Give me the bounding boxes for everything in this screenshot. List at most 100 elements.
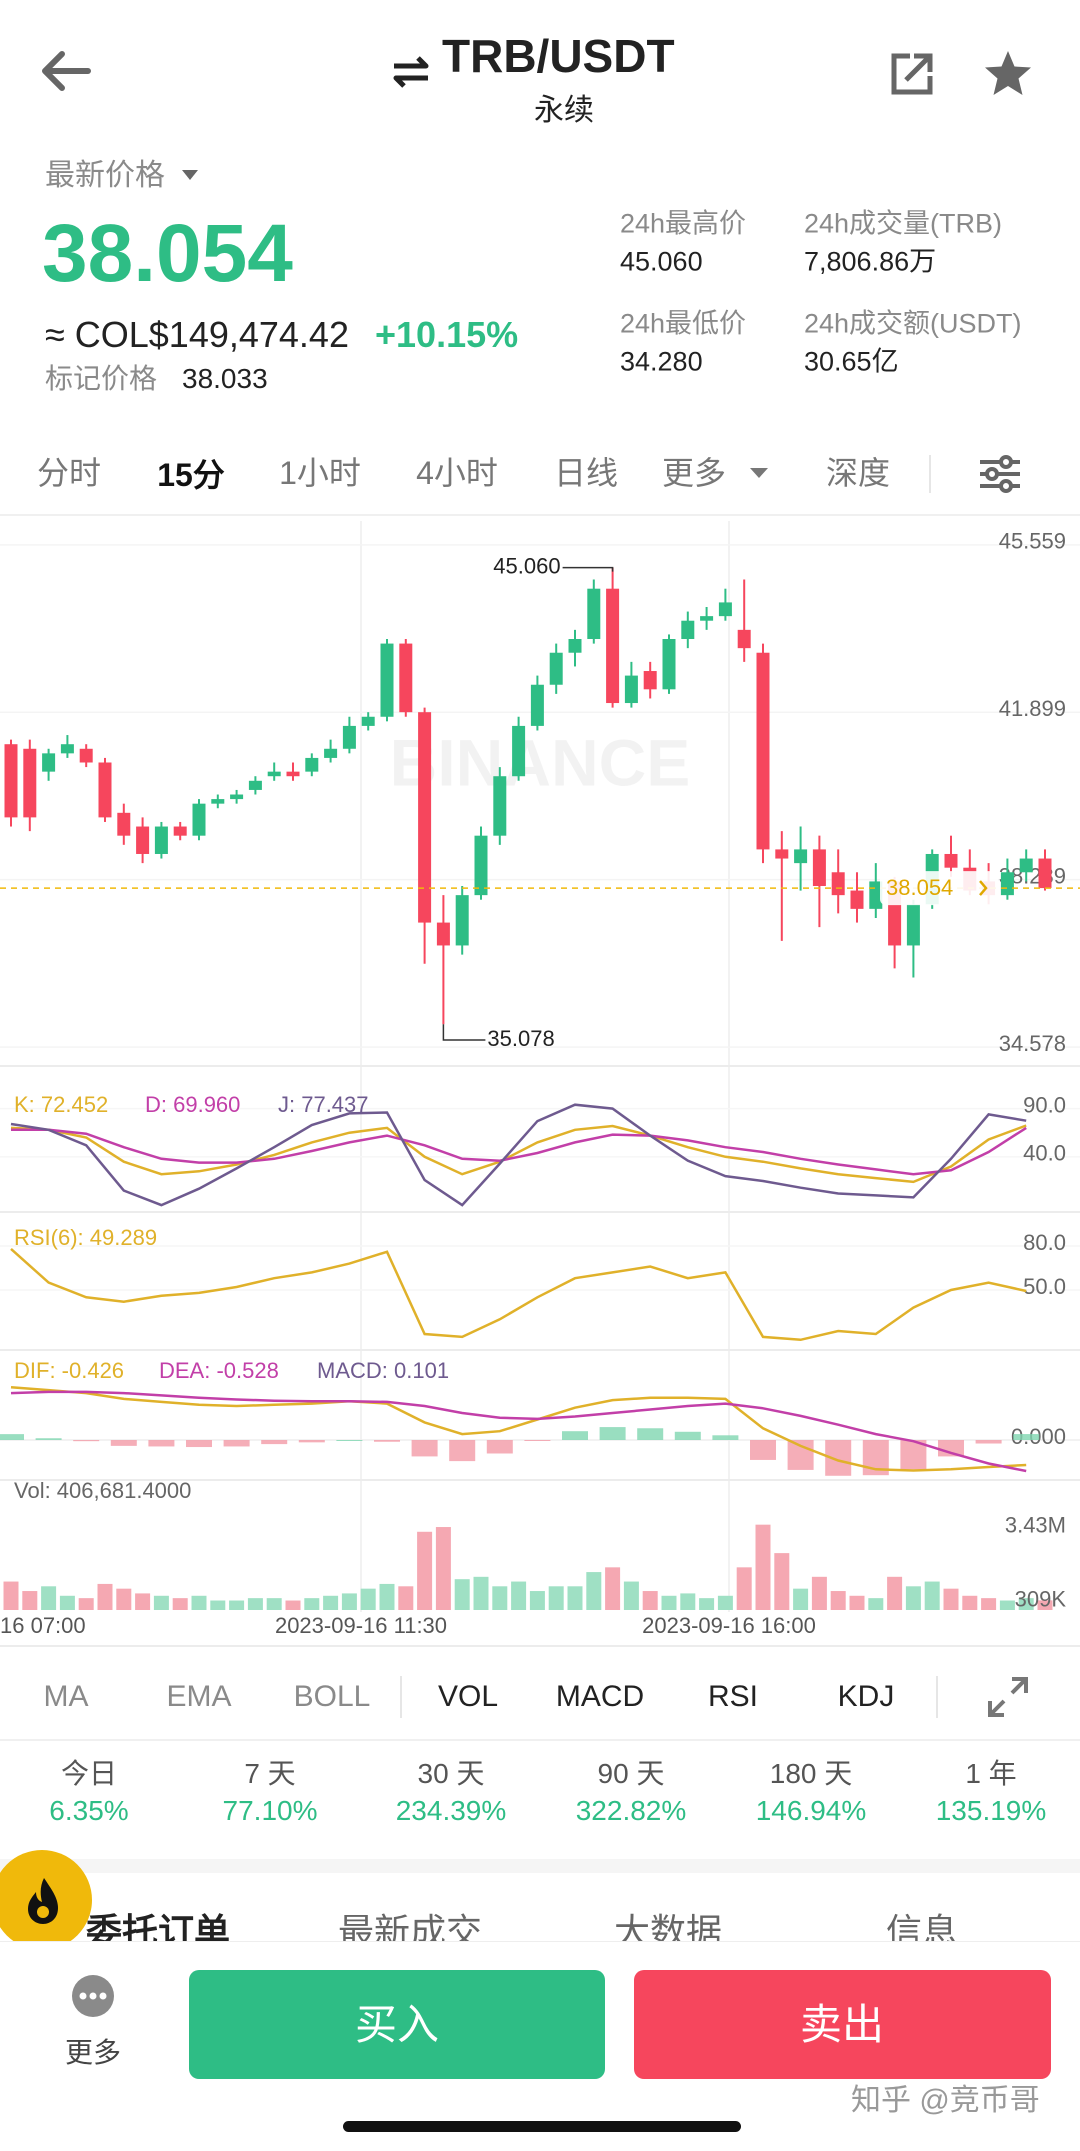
stat-label: 24h成交额(USDT) bbox=[804, 308, 1022, 339]
period-return: 234.39% bbox=[395, 1795, 507, 1826]
indicator-tab-active[interactable]: VOL bbox=[437, 1680, 499, 1713]
timeframe-tab[interactable]: 深度 bbox=[825, 455, 891, 491]
fullscreen-button[interactable] bbox=[986, 1675, 1030, 1719]
share-button[interactable] bbox=[888, 50, 936, 98]
candle-body bbox=[474, 835, 488, 896]
indicator-tab[interactable]: BOLL bbox=[293, 1680, 371, 1713]
candle-body bbox=[850, 890, 864, 909]
candle-body bbox=[700, 616, 714, 621]
indicator-line bbox=[10, 1390, 1027, 1473]
divider bbox=[0, 514, 1080, 516]
macd-bar bbox=[374, 1439, 400, 1442]
price-label[interactable]: 最新价格 bbox=[45, 159, 165, 192]
period-return: 6.35% bbox=[49, 1795, 129, 1826]
buy-label[interactable]: 买入 bbox=[354, 2001, 440, 2048]
candle-body bbox=[624, 675, 638, 704]
timeframe-tab[interactable]: 分时 bbox=[36, 455, 102, 491]
indicator-tab-active[interactable]: KDJ bbox=[837, 1680, 895, 1713]
more-icon[interactable] bbox=[71, 1974, 115, 2018]
indicator-tab[interactable]: EMA bbox=[166, 1680, 232, 1713]
timeframe-tab[interactable]: 4小时 bbox=[416, 455, 498, 491]
volume-bar bbox=[78, 1598, 94, 1610]
mark-price: 38.033 bbox=[182, 363, 268, 394]
candle-body bbox=[643, 671, 657, 690]
indicator-tab-active[interactable]: MACD bbox=[555, 1680, 645, 1713]
volume-bar bbox=[229, 1600, 245, 1610]
stat-value: 30.65亿 bbox=[804, 346, 899, 377]
stat-value: 45.060 bbox=[620, 246, 703, 277]
candle-body bbox=[455, 895, 469, 946]
legend-entry: J: 77.437 bbox=[278, 1092, 369, 1117]
fiat-price: ≈ COL$149,474.42 bbox=[45, 314, 349, 355]
macd-bar bbox=[110, 1439, 137, 1446]
hot-button[interactable] bbox=[0, 1848, 96, 1952]
volume-bar bbox=[962, 1595, 978, 1610]
more-label[interactable]: 更多 bbox=[64, 2037, 122, 2068]
macd-bar bbox=[261, 1439, 288, 1445]
period-return: 77.10% bbox=[222, 1795, 318, 1826]
y-tick-label: 34.578 bbox=[999, 1031, 1066, 1056]
volume-bar bbox=[285, 1600, 301, 1610]
candle-body bbox=[4, 744, 18, 818]
period-label: 今日 bbox=[60, 1758, 118, 1789]
indicator-line bbox=[10, 1385, 1027, 1472]
divider bbox=[0, 1739, 1080, 1741]
period-label: 30 天 bbox=[417, 1758, 485, 1789]
macd-bar bbox=[637, 1428, 664, 1440]
y-tick-label: 50.0 bbox=[1023, 1274, 1066, 1299]
candle-body bbox=[812, 849, 826, 886]
candle-body bbox=[756, 652, 770, 850]
macd-bar bbox=[674, 1431, 701, 1440]
volume-bar bbox=[868, 1598, 884, 1610]
high-label: 45.060 bbox=[493, 553, 560, 578]
volume-bar bbox=[567, 1586, 583, 1610]
period-label: 1 年 bbox=[965, 1758, 1017, 1789]
volume-bar bbox=[981, 1598, 997, 1610]
back-button[interactable] bbox=[38, 48, 94, 94]
low-marker bbox=[442, 1024, 486, 1041]
candle-body bbox=[98, 762, 112, 818]
timeframe-tab[interactable]: 更多 bbox=[661, 455, 727, 491]
indicator-tab-active[interactable]: RSI bbox=[707, 1680, 759, 1713]
candle-body bbox=[944, 853, 958, 868]
favorite-button[interactable] bbox=[982, 48, 1034, 100]
chart-settings-button[interactable] bbox=[978, 452, 1022, 496]
buy-button[interactable] bbox=[189, 1970, 605, 2079]
candle-body bbox=[305, 757, 319, 772]
volume-bar bbox=[59, 1595, 75, 1610]
period-label: 180 天 bbox=[769, 1758, 853, 1789]
y-tick-label: 309K bbox=[1015, 1586, 1067, 1611]
candle-body bbox=[267, 771, 281, 777]
candle-body bbox=[361, 716, 375, 726]
macd-bar bbox=[73, 1439, 100, 1442]
y-tick-label: 45.559 bbox=[999, 529, 1066, 554]
volume-bar bbox=[774, 1553, 790, 1610]
volume-bar bbox=[304, 1598, 320, 1610]
volume-bar bbox=[97, 1583, 113, 1610]
separator bbox=[929, 455, 931, 493]
last-price-label: 38.054 bbox=[886, 875, 953, 900]
macd-bar bbox=[336, 1439, 363, 1441]
candle-body bbox=[248, 780, 262, 790]
section-gap bbox=[0, 1859, 1080, 1873]
candle-body bbox=[79, 748, 93, 763]
swap-icon[interactable] bbox=[390, 54, 432, 90]
candle-body bbox=[662, 639, 676, 690]
timeframe-tab-active[interactable]: 15分 bbox=[157, 457, 225, 493]
indicator-tab[interactable]: MA bbox=[43, 1680, 89, 1713]
candle-body bbox=[530, 684, 544, 726]
macd-bar bbox=[186, 1439, 212, 1448]
timeframe-tab[interactable]: 1小时 bbox=[279, 455, 361, 491]
timeframe-tab[interactable]: 日线 bbox=[553, 455, 619, 491]
sell-button[interactable] bbox=[634, 1970, 1051, 2079]
low-label: 35.078 bbox=[487, 1026, 554, 1051]
volume-bar bbox=[41, 1586, 57, 1610]
candle-body bbox=[737, 629, 751, 649]
watermark: 知乎 @竞币哥 bbox=[851, 2084, 1040, 2117]
candle-body bbox=[42, 753, 56, 772]
volume-bar bbox=[454, 1579, 470, 1610]
macd-bar bbox=[35, 1438, 62, 1440]
sell-label[interactable]: 卖出 bbox=[799, 2001, 885, 2048]
price-change: +10.15% bbox=[375, 314, 519, 355]
stat-value: 7,806.86万 bbox=[804, 246, 937, 277]
